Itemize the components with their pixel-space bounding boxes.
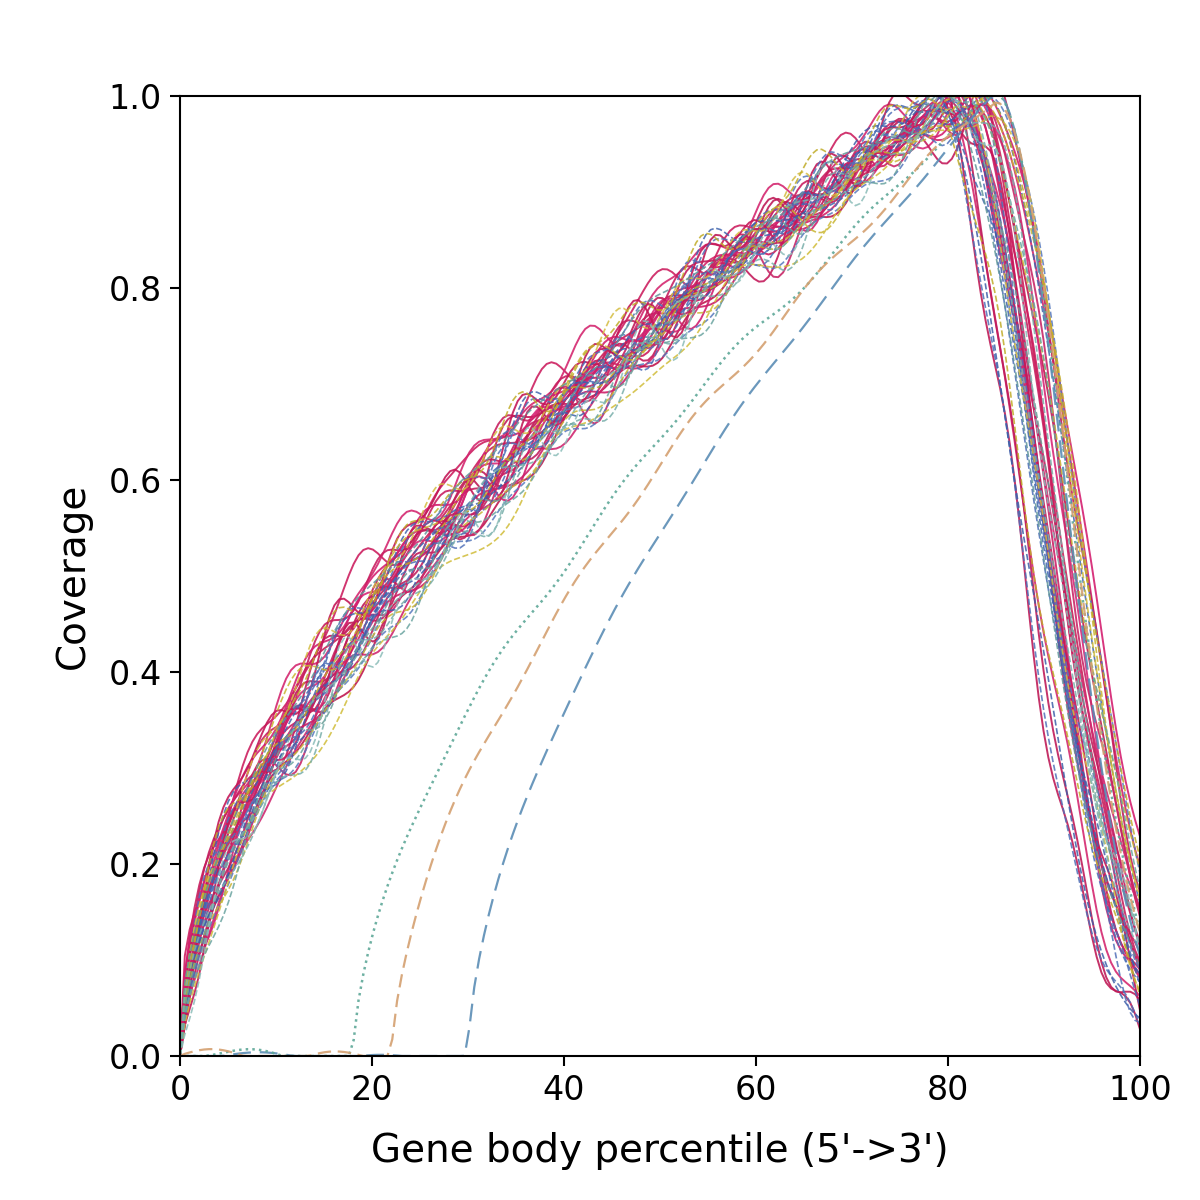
- X-axis label: Gene body percentile (5'->3'): Gene body percentile (5'->3'): [371, 1132, 949, 1170]
- Y-axis label: Coverage: Coverage: [54, 482, 92, 670]
